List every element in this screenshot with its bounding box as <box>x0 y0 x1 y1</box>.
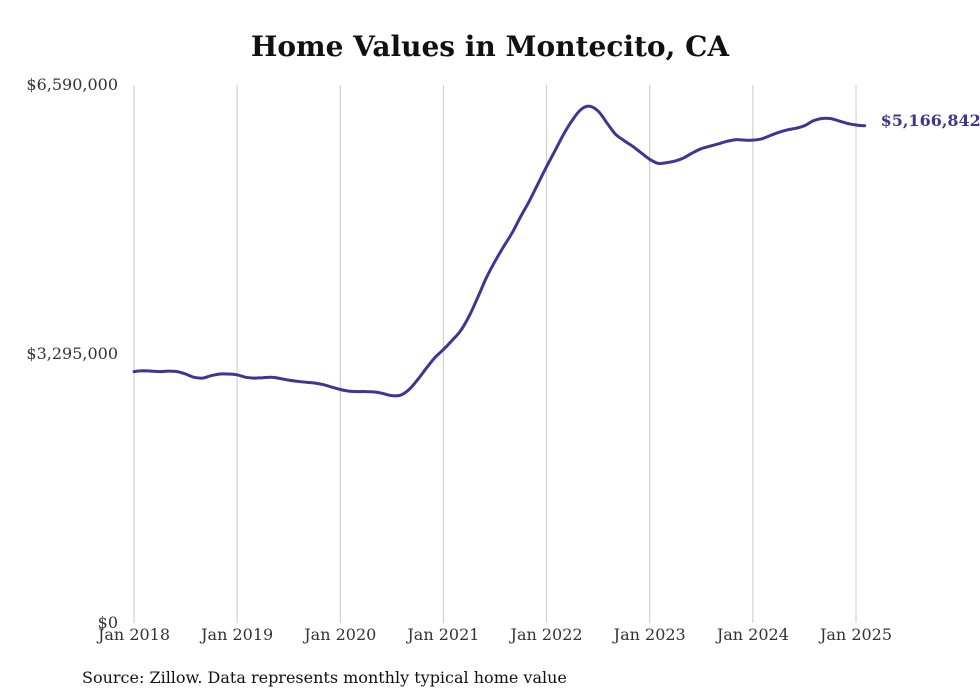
x-tick-label: Jan 2023 <box>612 625 686 644</box>
gridlines <box>133 85 857 623</box>
series-line <box>132 104 867 398</box>
x-tick-label: Jan 2024 <box>715 625 789 644</box>
x-tick-label: Jan 2020 <box>302 625 376 644</box>
source-note: Source: Zillow. Data represents monthly … <box>82 668 567 687</box>
y-axis-ticks: $0 $3,295,000 $6,590,000 <box>26 75 118 632</box>
x-tick-label: Jan 2018 <box>96 625 170 644</box>
y-tick-label: $0 <box>98 613 118 632</box>
series-layer: $5,166,842 <box>132 104 980 398</box>
x-tick-label: Jan 2022 <box>509 625 583 644</box>
x-tick-label: Jan 2021 <box>405 625 479 644</box>
x-axis-ticks: Jan 2018 Jan 2019 Jan 2020 Jan 2021 Jan 2022… <box>96 625 892 644</box>
y-tick-label: $3,295,000 <box>26 344 118 363</box>
x-tick-label: Jan 2025 <box>818 625 892 644</box>
end-value-label: $5,166,842 <box>881 111 980 130</box>
line-chart: $0$3,295,000$6,590,000 Jan 2018 Jan 2019 J… <box>26 75 980 644</box>
chart-title: Home Values in Montecito, CA <box>250 30 730 63</box>
x-tick-label: Jan 2019 <box>199 625 273 644</box>
y-tick-label: $6,590,000 <box>26 75 118 94</box>
